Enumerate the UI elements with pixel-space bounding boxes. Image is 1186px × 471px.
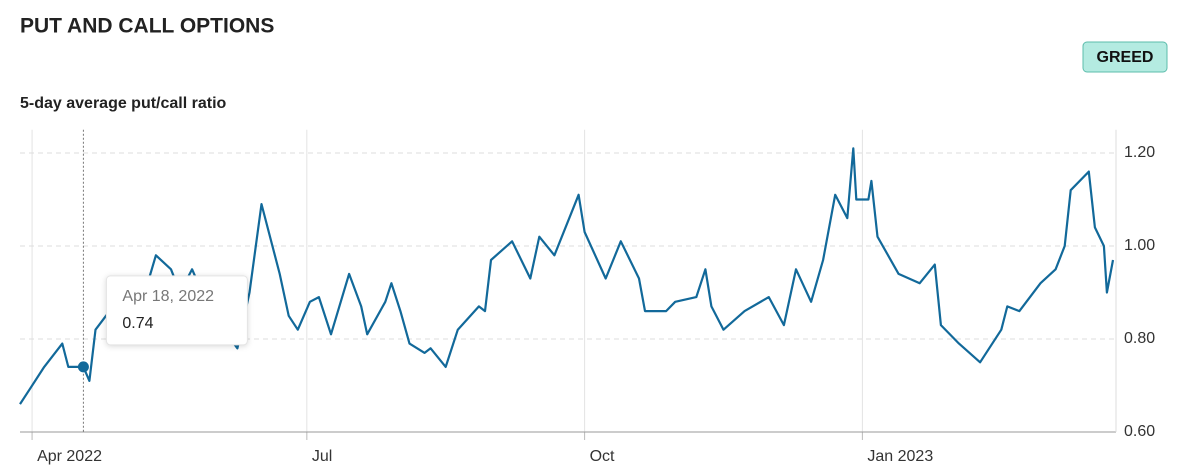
subtitle: 5-day average put/call ratio <box>20 95 227 112</box>
badge: GREED <box>1097 49 1154 66</box>
x-tick-label: Jul <box>312 448 332 465</box>
y-tick-label: 0.60 <box>1124 423 1155 440</box>
y-tick-label: 1.00 <box>1124 237 1155 254</box>
y-tick-label: 0.80 <box>1124 330 1155 347</box>
tooltip-value: 0.74 <box>122 315 153 332</box>
x-tick-label: Oct <box>590 448 615 465</box>
tooltip-date: Apr 18, 2022 <box>122 288 214 305</box>
tooltip: Apr 18, 2022 0.74 <box>77 129 248 432</box>
tooltip-box <box>105 275 248 346</box>
badge-box <box>1082 41 1168 73</box>
y-tick-label: 1.20 <box>1124 144 1155 161</box>
x-tick-label: Jan 2023 <box>867 448 933 465</box>
chart-title: PUT AND CALL OPTIONS <box>20 15 274 38</box>
tooltip-dot <box>77 361 89 373</box>
x-tick-label: Apr 2022 <box>37 448 102 465</box>
